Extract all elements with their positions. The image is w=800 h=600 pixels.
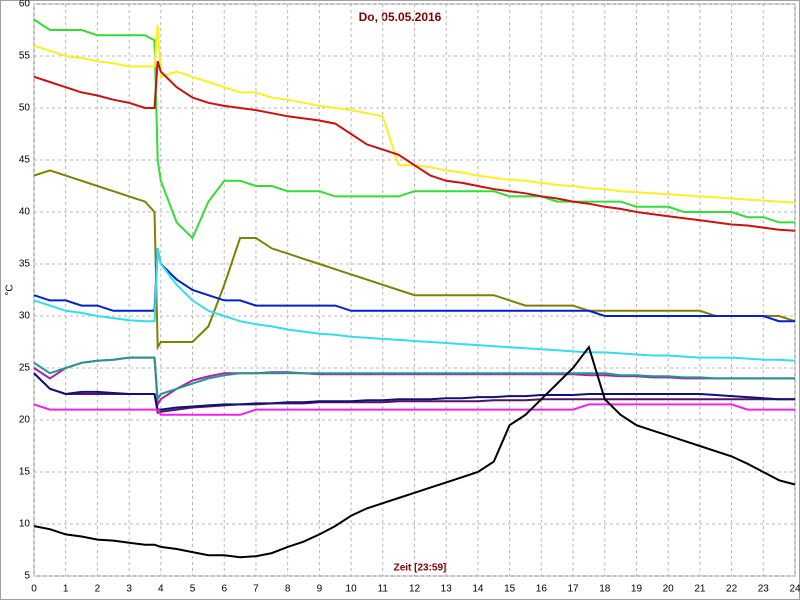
y-tick-label: 15 [19,467,31,478]
y-tick-label: 25 [19,363,31,374]
x-tick-label: 20 [663,584,675,595]
y-axis-label: °C [5,284,16,295]
y-tick-label: 5 [24,571,30,582]
x-tick-label: 9 [317,584,323,595]
data-line [33,345,796,559]
data-line [33,169,796,351]
x-tick-label: 16 [536,584,548,595]
x-axis-label: Zeit [23:59] [394,563,447,574]
data-line [33,248,796,362]
x-tick-label: 12 [409,584,421,595]
data-line [33,356,795,403]
x-tick-label: 11 [378,584,389,595]
x-tick-label: 14 [472,584,484,595]
y-tick-label: 30 [19,311,31,322]
y-tick-label: 60 [19,0,31,10]
y-tick-label: 50 [19,103,31,114]
y-tick-label: 55 [19,51,31,62]
x-tick-label: 7 [253,584,259,595]
y-tick-label: 45 [19,155,31,166]
x-tick-label: 21 [694,584,706,595]
y-tick-label: 20 [19,415,31,426]
x-tick-label: 22 [726,584,738,595]
y-tick-label: 40 [19,207,31,218]
x-tick-label: 10 [346,584,358,595]
x-tick-label: 17 [567,584,579,595]
x-tick-label: 5 [190,584,196,595]
x-tick-label: 8 [285,584,291,595]
x-tick-label: 15 [504,584,516,595]
data-line [33,403,795,416]
y-tick-label: 35 [19,259,31,270]
x-tick-label: 0 [31,584,37,595]
x-tick-label: 24 [789,584,800,595]
data-line [33,60,796,232]
x-tick-label: 2 [95,584,101,595]
chart-title: Do, 05.05.2016 [359,10,442,24]
x-tick-label: 4 [158,584,164,595]
x-tick-label: 23 [758,584,770,595]
x-tick-label: 1 [63,584,69,595]
x-tick-label: 6 [221,584,227,595]
x-tick-label: 13 [441,584,453,595]
data-line [33,372,795,411]
x-tick-label: 18 [599,584,611,595]
x-tick-label: 19 [631,584,643,595]
y-tick-label: 10 [19,519,31,530]
data-line [33,24,796,204]
x-tick-label: 3 [126,584,132,595]
